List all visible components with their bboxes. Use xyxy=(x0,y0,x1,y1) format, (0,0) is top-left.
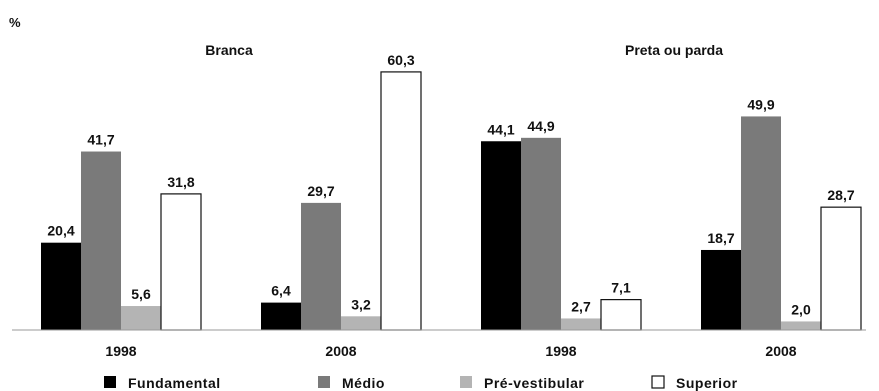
bar xyxy=(481,141,521,330)
bar-value-label: 44,9 xyxy=(527,118,554,134)
bar xyxy=(781,321,821,330)
bar-value-label: 41,7 xyxy=(87,132,114,148)
bar-value-label: 5,6 xyxy=(131,286,151,302)
bar-value-label: 6,4 xyxy=(271,283,291,299)
bar xyxy=(521,137,561,330)
y-unit-label: % xyxy=(9,15,21,30)
bar-value-label: 49,9 xyxy=(747,96,774,112)
legend: Fundamental Médio Pré-vestibular Superior xyxy=(104,375,738,391)
legend-swatch xyxy=(651,375,665,389)
x-tick-label: 1998 xyxy=(105,343,136,359)
bar xyxy=(160,193,202,331)
bar xyxy=(820,206,862,331)
bar-value-label: 7,1 xyxy=(611,280,631,296)
legend-label: Superior xyxy=(676,375,738,391)
bar xyxy=(380,71,422,331)
legend-swatch xyxy=(104,376,116,388)
legend-swatch xyxy=(318,376,330,388)
bar xyxy=(81,151,121,330)
bar xyxy=(301,202,341,330)
legend-label: Fundamental xyxy=(128,375,221,391)
legend-swatch xyxy=(460,376,472,388)
panel-title: Preta ou parda xyxy=(625,42,723,58)
bar-value-label: 20,4 xyxy=(47,223,74,239)
x-tick-label: 1998 xyxy=(545,343,576,359)
bar xyxy=(741,116,781,330)
bar-value-label: 2,0 xyxy=(791,301,811,317)
bar-value-label: 29,7 xyxy=(307,183,334,199)
x-tick-label: 2008 xyxy=(325,343,356,359)
legend-label: Médio xyxy=(342,375,385,391)
bar-value-label: 60,3 xyxy=(387,52,414,68)
bar xyxy=(341,316,381,330)
legend-label: Pré-vestibular xyxy=(484,375,584,391)
bar-value-label: 2,7 xyxy=(571,298,591,314)
bar xyxy=(121,306,161,330)
bar xyxy=(600,299,642,331)
bar-value-label: 28,7 xyxy=(827,187,854,203)
bar xyxy=(561,318,601,330)
panel-title: Branca xyxy=(205,42,253,58)
bar xyxy=(261,302,301,330)
bar-value-label: 3,2 xyxy=(351,296,371,312)
bar-value-label: 31,8 xyxy=(167,174,194,190)
bar-value-label: 44,1 xyxy=(487,121,514,137)
x-tick-label: 2008 xyxy=(765,343,796,359)
bar xyxy=(701,249,741,330)
bar-value-label: 18,7 xyxy=(707,230,734,246)
bar xyxy=(41,242,81,330)
